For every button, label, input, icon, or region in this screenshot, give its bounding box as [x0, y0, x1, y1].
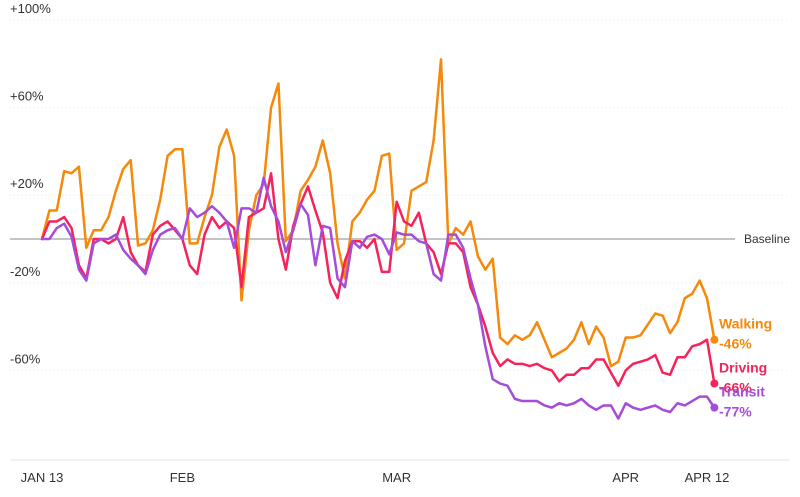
series-end-labels: Walking -46% Driving -66%Transit -77%: [719, 316, 772, 420]
x-tick-label: APR 12: [685, 470, 730, 485]
y-axis-ticks: +100% +60% +20% -20% -60%: [10, 1, 51, 366]
baseline-label: Baseline: [744, 232, 790, 246]
end-point-transit: [710, 403, 719, 412]
y-tick-label: -60%: [10, 351, 41, 366]
y-tick-label: +20%: [10, 176, 44, 191]
series-name-driving: Driving: [719, 360, 767, 376]
x-axis-ticks: JAN 13 FEB MAR APR APR 12: [21, 470, 730, 485]
series-line-driving: [40, 172, 716, 387]
series-line-walking: [40, 58, 716, 368]
end-point-driving: [710, 379, 719, 388]
y-tick-label: -20%: [10, 264, 41, 279]
x-tick-label: JAN 13: [21, 470, 64, 485]
series-lines: [40, 58, 719, 420]
x-tick-label: MAR: [382, 470, 411, 485]
y-tick-label: +60%: [10, 89, 44, 104]
series-line-transit: [40, 176, 716, 420]
gridlines: [10, 19, 790, 461]
x-tick-label: APR: [612, 470, 639, 485]
end-point-walking: [710, 335, 719, 344]
y-tick-label: +100%: [10, 1, 51, 16]
series-name-walking: Walking: [719, 316, 772, 332]
series-change-transit: -77%: [719, 404, 752, 420]
series-change-walking: -46%: [719, 336, 752, 352]
series-change-driving: -66%: [719, 380, 752, 396]
series-name-transit: Transit: [719, 384, 765, 400]
x-tick-label: FEB: [170, 470, 195, 485]
baseline: Baseline: [10, 232, 790, 246]
